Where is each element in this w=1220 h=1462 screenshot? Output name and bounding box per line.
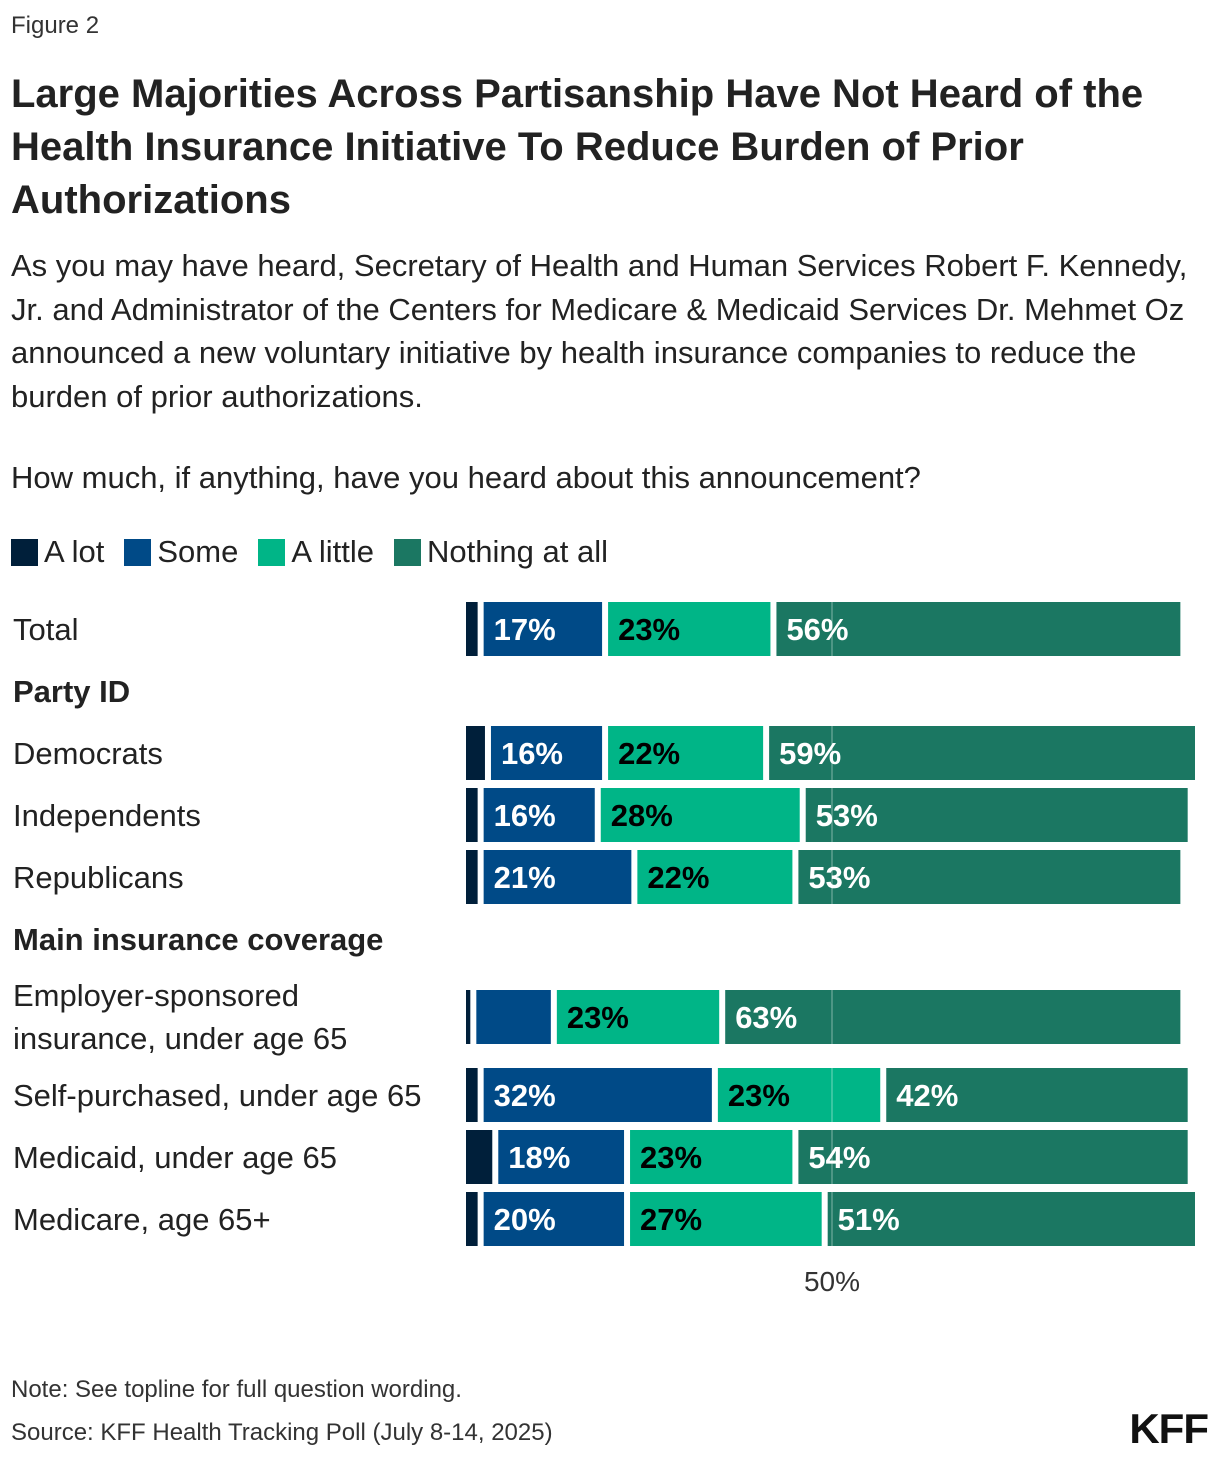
bar-segment [466, 726, 485, 780]
bar-segment [600, 788, 800, 842]
data-label: 54% [808, 1140, 870, 1175]
bar-segment [466, 1068, 478, 1122]
bar-segment [886, 1068, 1188, 1122]
legend-item: A lot [11, 534, 104, 570]
axis-tick-label: 50% [804, 1266, 860, 1297]
data-label: 16% [494, 798, 556, 833]
bars-plot: 17% 23% 56% 16% 22% 59% 16% 28% 53% 21% 22% 53% 23% 6… [466, 602, 1195, 1297]
data-label: 23% [728, 1078, 790, 1113]
bar-segment [483, 602, 603, 656]
data-label: 56% [786, 612, 848, 647]
data-label: 53% [816, 798, 878, 833]
bar-segment [827, 1192, 1195, 1246]
bar-segment [466, 1130, 493, 1184]
legend-item: A little [258, 534, 374, 570]
kff-logo: KFF [1129, 1405, 1209, 1452]
legend: A lot Some A little Nothing at all [11, 534, 608, 570]
category-label: Employer-sponsored insurance, under age … [13, 978, 348, 1056]
bar-segment [498, 1130, 625, 1184]
data-label: 59% [779, 736, 841, 771]
source: Source: KFF Health Tracking Poll (July 8… [11, 1419, 553, 1446]
group-heading: Main insurance coverage [13, 922, 384, 957]
group-heading: Party ID [13, 674, 131, 709]
data-label: 23% [640, 1140, 702, 1175]
data-label: 22% [618, 736, 680, 771]
data-label: 53% [808, 860, 870, 895]
bar-segment [483, 850, 632, 904]
data-label: 32% [494, 1078, 556, 1113]
data-label: 42% [896, 1078, 958, 1113]
bar-segment [608, 602, 771, 656]
figure-label: Figure 2 [11, 12, 100, 39]
data-label: 63% [735, 1000, 797, 1035]
category-label: Total [13, 612, 79, 647]
bar-segment [556, 990, 720, 1044]
bar-segment [608, 726, 764, 780]
legend-label: A lot [44, 534, 105, 569]
note: Note: See topline for full question word… [11, 1376, 462, 1403]
bar-segment [466, 1192, 478, 1246]
legend-swatch [258, 538, 286, 566]
bar-segment [483, 1068, 712, 1122]
legend-label: Nothing at all [427, 534, 608, 569]
bar-segment [466, 602, 478, 656]
legend-swatch [394, 538, 422, 566]
bar-segment [490, 726, 603, 780]
bar-segment [769, 726, 1195, 780]
data-label: 21% [494, 860, 556, 895]
data-label: 22% [647, 860, 709, 895]
data-label: 18% [508, 1140, 570, 1175]
bar-segment [798, 1130, 1188, 1184]
data-label: 28% [611, 798, 673, 833]
category-label: Republicans [13, 860, 184, 895]
data-label: 16% [501, 736, 563, 771]
data-label: 23% [567, 1000, 629, 1035]
bar-segment [717, 1068, 881, 1122]
legend-swatch [124, 538, 152, 566]
chart-subtitle: As you may have heard, Secretary of Heal… [11, 248, 1188, 414]
bar-segment [798, 850, 1181, 904]
bar-segment [805, 788, 1188, 842]
bar-segment [466, 850, 478, 904]
bar-segment [466, 788, 478, 842]
category-label: Self-purchased, under age 65 [13, 1078, 422, 1113]
category-label: Medicare, age 65+ [13, 1202, 271, 1237]
bar-segment [725, 990, 1181, 1044]
data-label: 20% [494, 1202, 556, 1237]
legend-item: Some [124, 534, 238, 570]
data-label: 27% [640, 1202, 702, 1237]
legend-label: A little [291, 534, 375, 569]
survey-question: How much, if anything, have you heard ab… [11, 460, 921, 495]
category-label: Democrats [13, 736, 163, 771]
data-label: 51% [838, 1202, 900, 1237]
chart-title: Large Majorities Across Partisanship Hav… [11, 72, 1144, 222]
bar-segment [483, 788, 595, 842]
category-label: Independents [13, 798, 201, 833]
bar-segment [483, 1192, 625, 1246]
data-label: 17% [494, 612, 556, 647]
bar-segment [637, 850, 793, 904]
bar-segment [630, 1192, 822, 1246]
data-label: 23% [618, 612, 680, 647]
legend-item: Nothing at all [394, 534, 608, 570]
bar-segment [476, 990, 551, 1044]
legend-swatch [11, 538, 38, 566]
bar-segment [630, 1130, 793, 1184]
bar-segment [466, 990, 471, 1044]
category-label: Medicaid, under age 65 [13, 1140, 338, 1175]
bar-segment [776, 602, 1181, 656]
legend-label: Some [157, 534, 239, 569]
